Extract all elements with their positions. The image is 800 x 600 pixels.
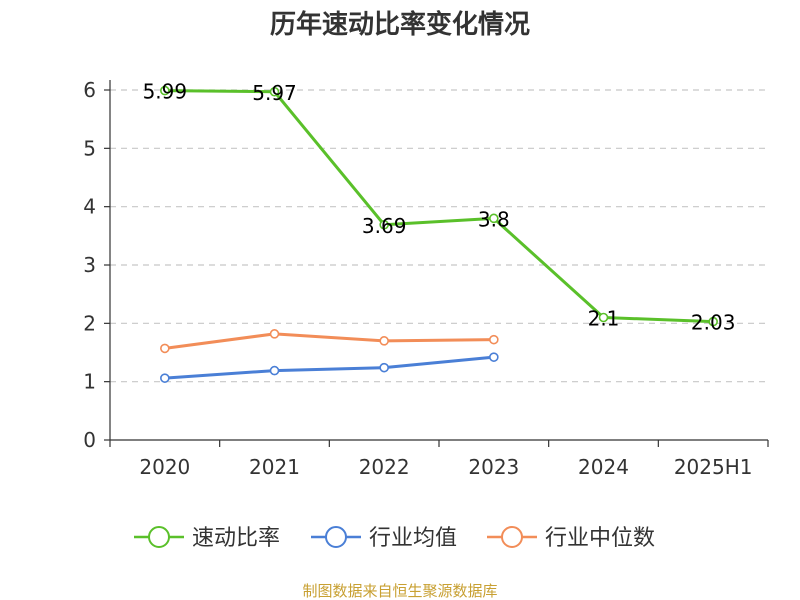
legend[interactable]: 速动比率 行业均值 行业中位数 — [134, 526, 655, 551]
data-point — [489, 213, 499, 224]
legend-swatch-marker — [501, 526, 523, 548]
x-tick-label: 2020 — [139, 455, 190, 479]
series-group — [160, 85, 718, 383]
legend-item[interactable]: 行业均值 — [311, 526, 457, 551]
chart-title: 历年速动比率变化情况 — [270, 9, 530, 40]
data-point — [160, 343, 170, 354]
data-point — [379, 336, 389, 346]
data-label: 2.03 — [691, 311, 736, 335]
x-tick-label: 2021 — [249, 455, 300, 479]
x-tick-label: 2023 — [468, 455, 519, 479]
data-point — [269, 365, 280, 376]
x-tick-label: 2025H1 — [674, 455, 753, 479]
series-line — [164, 355, 494, 380]
data-point — [379, 219, 389, 230]
gridlines — [110, 89, 768, 383]
data-label: 5.97 — [252, 81, 297, 105]
legend-label: 行业均值 — [369, 526, 457, 551]
legend-label: 行业中位数 — [545, 526, 655, 551]
legend-item[interactable]: 速动比率 — [134, 526, 280, 551]
y-tick-label: 3 — [83, 253, 96, 277]
y-tick-label: 1 — [83, 370, 96, 394]
legend-swatch-marker — [148, 526, 170, 548]
data-point — [160, 373, 170, 383]
data-point — [489, 352, 499, 362]
legend-swatch-marker — [325, 526, 347, 548]
y-tick-label: 5 — [83, 136, 96, 160]
y-tick-label: 4 — [83, 195, 96, 219]
legend-item[interactable]: 行业中位数 — [487, 526, 655, 551]
series-line — [164, 89, 714, 324]
data-label: 3.8 — [478, 207, 510, 231]
data-label: 5.99 — [143, 80, 188, 104]
data-labels: 5.99 5.97 3.69 3.8 2.1 2.03 — [143, 80, 736, 335]
axes: 0 1 2 3 4 5 6 2020 2021 2022 2023 2024 2025H1 — [83, 78, 769, 479]
x-tick-label: 2024 — [578, 455, 629, 479]
data-point — [160, 85, 170, 96]
data-point — [269, 329, 280, 339]
data-point — [489, 334, 499, 345]
data-point — [269, 86, 280, 97]
y-tick-label: 0 — [83, 428, 96, 452]
y-tick-label: 2 — [83, 311, 96, 335]
source-note: 制图数据来自恒生聚源数据库 — [302, 582, 497, 600]
y-tick-label: 6 — [83, 78, 96, 102]
legend-label: 速动比率 — [192, 526, 280, 551]
data-label: 2.1 — [588, 307, 620, 331]
series-line — [164, 332, 494, 350]
data-point — [379, 362, 389, 373]
data-point — [598, 312, 609, 323]
data-point — [708, 316, 718, 327]
data-label: 3.69 — [362, 214, 407, 238]
x-tick-label: 2022 — [359, 455, 410, 479]
